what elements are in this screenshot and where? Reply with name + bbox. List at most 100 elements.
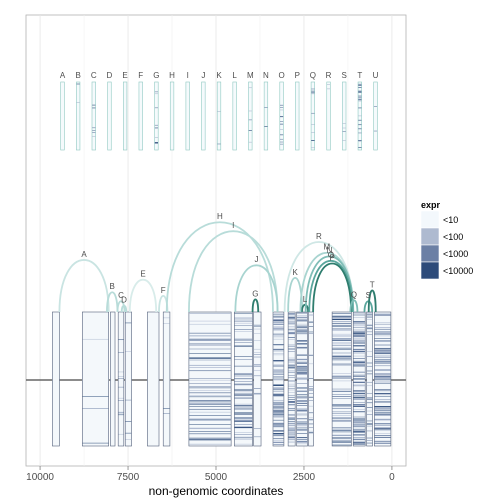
arc-label: F	[161, 286, 166, 295]
top-track	[169, 81, 175, 151]
arc	[234, 264, 279, 313]
top-track	[138, 81, 143, 151]
top-track-label: D	[107, 71, 113, 80]
top-track-label: M	[247, 71, 254, 80]
x-tick-label: 2500	[293, 472, 316, 483]
top-track-label: K	[216, 71, 222, 80]
legend-label: <100	[443, 232, 463, 242]
top-track-label: G	[153, 71, 159, 80]
top-track	[154, 81, 159, 151]
arc	[58, 259, 110, 313]
arc-label: A	[81, 250, 87, 259]
arc-label: O	[328, 251, 334, 260]
legend-label: <10000	[443, 266, 473, 276]
arc	[367, 289, 377, 313]
segment	[188, 311, 232, 447]
segment	[308, 311, 314, 447]
x-axis-title: non-genomic coordinates	[149, 484, 284, 498]
x-axis: 10000 7500 5000 2500 0	[26, 466, 395, 483]
arc-label: R	[316, 232, 322, 241]
legend-label: <1000	[443, 249, 468, 259]
top-track-label: R	[326, 71, 332, 80]
top-track-label: U	[373, 71, 379, 80]
segments	[52, 311, 392, 447]
top-track	[373, 81, 378, 151]
arc-label: J	[254, 255, 258, 264]
top-track	[326, 81, 331, 151]
top-track-label: S	[342, 71, 347, 80]
top-track	[310, 81, 316, 151]
legend-key	[420, 244, 440, 263]
arc-label: L	[303, 295, 308, 304]
legend-label: <10	[443, 215, 458, 225]
top-track	[60, 81, 65, 151]
x-tick-label: 5000	[205, 472, 228, 483]
arc-label: E	[140, 270, 145, 279]
top-track-label: B	[75, 71, 80, 80]
top-track	[201, 81, 206, 151]
arc	[308, 259, 354, 313]
arc-label: P	[329, 253, 334, 262]
segment	[162, 311, 171, 447]
top-track-label: H	[169, 71, 175, 80]
top-track	[185, 81, 190, 151]
top-track-label: L	[232, 71, 237, 80]
x-tick-label: 7500	[117, 472, 140, 483]
arc	[251, 298, 260, 313]
arc	[312, 262, 353, 313]
top-track	[248, 81, 253, 151]
arc	[188, 230, 279, 313]
top-track	[123, 81, 128, 151]
arc-label: C	[118, 291, 124, 300]
legend-key	[420, 227, 440, 246]
top-track-label: C	[91, 71, 97, 80]
arc-label: I	[232, 221, 234, 230]
segment	[52, 311, 60, 447]
legend-key	[420, 261, 440, 280]
top-track	[279, 81, 284, 151]
top-track-label: I	[187, 71, 189, 80]
arc	[120, 304, 128, 313]
arc	[349, 299, 359, 313]
segment	[110, 311, 116, 447]
x-tick-label: 0	[389, 472, 395, 483]
segment	[81, 311, 109, 447]
top-track-label: E	[122, 71, 127, 80]
top-track-label: F	[138, 71, 143, 80]
x-tick-label: 10000	[26, 472, 54, 483]
arc	[128, 279, 158, 313]
segment	[253, 311, 262, 447]
top-track-label: A	[60, 71, 66, 80]
legend-key	[420, 210, 440, 229]
top-track	[295, 81, 300, 151]
top-track	[216, 81, 222, 151]
top-track	[263, 81, 269, 151]
arc-label: M	[323, 243, 330, 252]
segment	[287, 311, 296, 447]
top-track-label: J	[201, 71, 205, 80]
arc-label: H	[217, 212, 223, 221]
top-track-label: O	[278, 71, 284, 80]
segment	[331, 311, 352, 447]
arcs	[58, 221, 377, 313]
arc-label: D	[121, 296, 127, 305]
top-track	[232, 81, 237, 151]
arc-label: K	[292, 268, 298, 277]
segment	[117, 311, 125, 447]
arc-label: S	[366, 291, 371, 300]
legend-title: expr	[421, 200, 441, 210]
top-track	[91, 81, 96, 151]
top-track	[76, 81, 81, 151]
arc-label: Q	[351, 290, 357, 299]
arc-label: T	[370, 280, 375, 289]
arc	[116, 300, 126, 313]
top-track-label: Q	[310, 71, 316, 80]
segment	[124, 311, 132, 447]
top-track-label: P	[295, 71, 300, 80]
segment	[147, 311, 160, 447]
arc-label: N	[327, 246, 333, 255]
top-track	[107, 81, 112, 151]
